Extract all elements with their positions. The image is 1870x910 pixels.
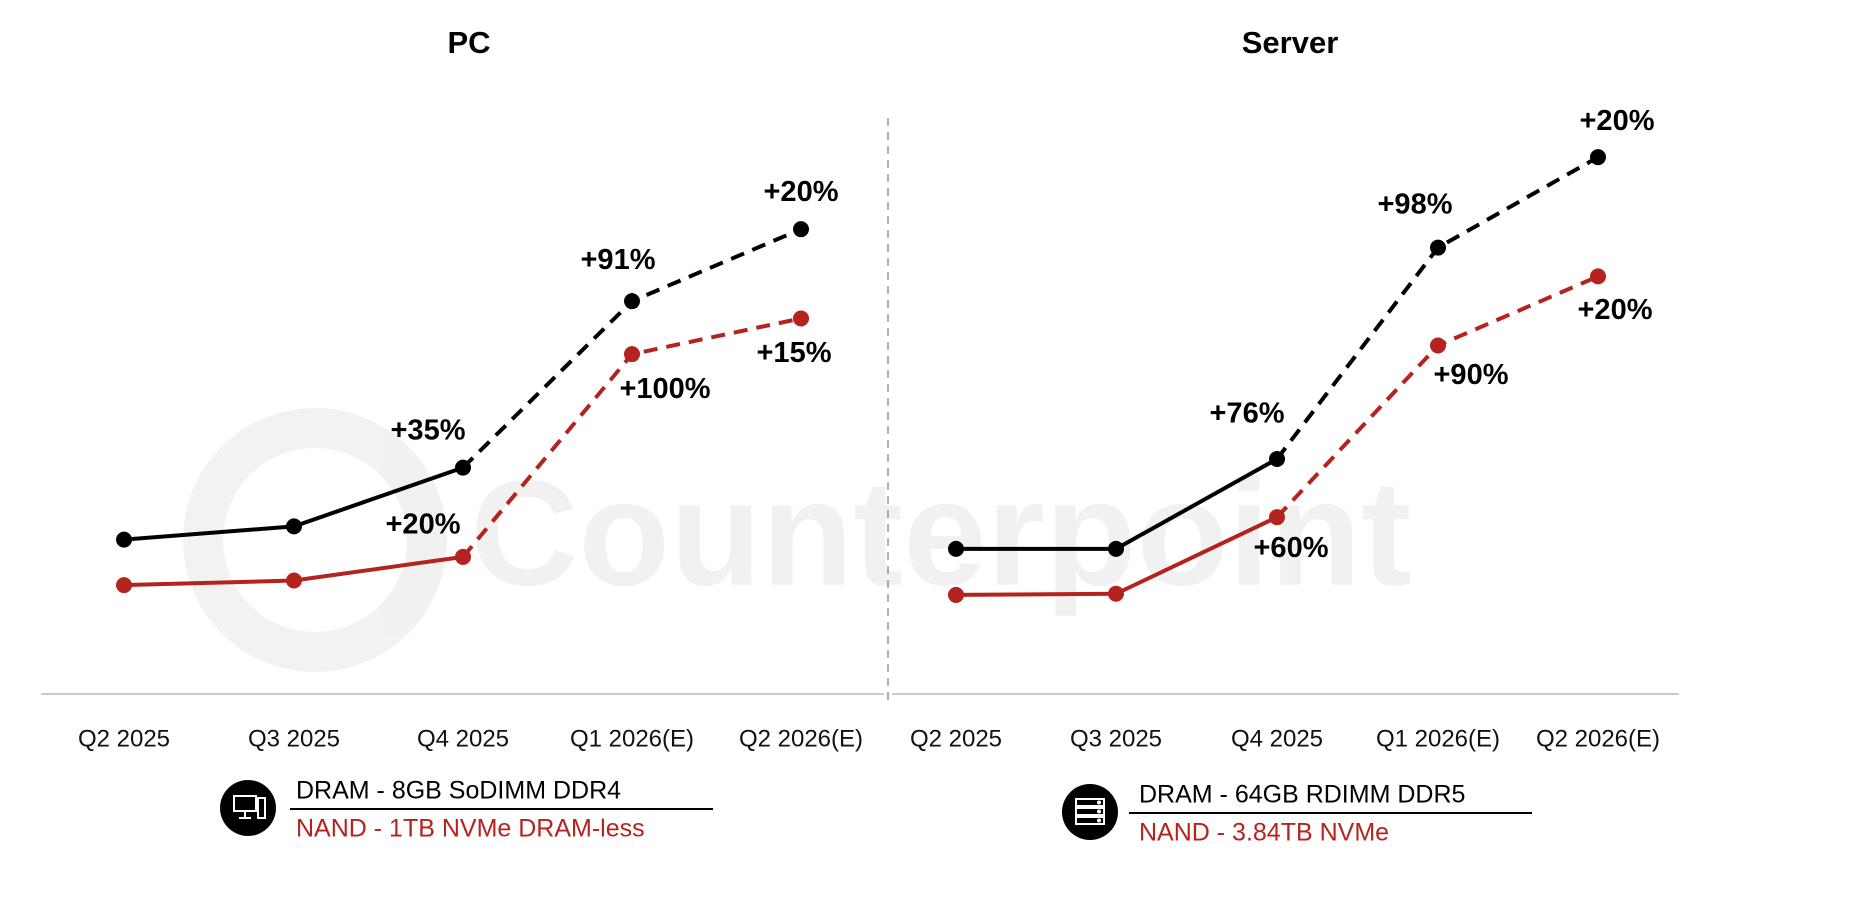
x-tick-label: Q1 2026(E) xyxy=(570,725,694,752)
legend-icon-bg xyxy=(1062,784,1118,840)
icon-server-led xyxy=(1097,809,1101,814)
data-point xyxy=(1590,149,1606,166)
data-label: +98% xyxy=(1378,188,1453,220)
x-tick-label: Q4 2025 xyxy=(1231,725,1323,752)
legend-icon xyxy=(233,795,266,819)
x-tick-label: Q2 2025 xyxy=(78,725,170,752)
x-tick-label: Q2 2026(E) xyxy=(1536,725,1660,752)
icon-server-led xyxy=(1097,818,1101,823)
data-point xyxy=(1430,239,1446,256)
data-label: +90% xyxy=(1434,359,1509,391)
x-tick-label: Q2 2026(E) xyxy=(739,725,863,752)
data-point xyxy=(286,572,302,589)
watermark-logo xyxy=(183,408,447,672)
data-point xyxy=(948,586,964,603)
data-point xyxy=(116,577,132,594)
data-point xyxy=(948,540,964,557)
data-label: +15% xyxy=(757,337,832,369)
data-label: +91% xyxy=(581,244,656,276)
x-tick-label: Q4 2025 xyxy=(417,725,509,752)
data-point xyxy=(116,531,132,548)
data-label: +20% xyxy=(386,509,461,541)
data-point xyxy=(1108,540,1124,557)
data-label: +20% xyxy=(1578,294,1653,326)
x-tick-label: Q2 2025 xyxy=(910,725,1002,752)
legend-label: NAND - 1TB NVMe DRAM-less xyxy=(296,815,645,843)
data-point xyxy=(624,293,640,310)
data-label: +76% xyxy=(1210,398,1285,430)
legend-icon xyxy=(1075,798,1105,825)
data-point xyxy=(1269,509,1285,526)
icon-tower xyxy=(257,797,266,819)
data-label: +20% xyxy=(1580,105,1655,137)
watermark-text: Counterpoint xyxy=(470,449,1411,617)
panel-title: Server xyxy=(1242,25,1339,60)
icon-server-unit xyxy=(1075,798,1105,807)
data-point xyxy=(286,518,302,535)
data-label: +100% xyxy=(619,373,710,405)
data-label: +35% xyxy=(391,414,466,446)
data-point xyxy=(793,221,809,238)
data-point xyxy=(624,346,640,363)
x-tick-label: Q3 2025 xyxy=(248,725,340,752)
legend-label: DRAM - 8GB SoDIMM DDR4 xyxy=(296,777,621,805)
data-point xyxy=(455,459,471,476)
x-tick-label: Q3 2025 xyxy=(1070,725,1162,752)
icon-server-unit xyxy=(1075,807,1105,816)
watermark: Counterpoint xyxy=(183,408,1411,672)
x-tick-label: Q1 2026(E) xyxy=(1376,725,1500,752)
data-point xyxy=(1590,268,1606,285)
data-label: +60% xyxy=(1254,532,1329,564)
data-point xyxy=(1108,585,1124,602)
data-point xyxy=(1269,450,1285,467)
data-point xyxy=(793,310,809,327)
panel-title: PC xyxy=(447,25,490,60)
data-point xyxy=(1430,337,1446,354)
icon-server-unit xyxy=(1075,816,1105,825)
data-label: +20% xyxy=(764,176,839,208)
legend-icon-bg xyxy=(220,780,276,836)
data-point xyxy=(455,548,471,565)
legend-label: NAND - 3.84TB NVMe xyxy=(1139,819,1389,847)
icon-server-led xyxy=(1097,800,1101,805)
legend-label: DRAM - 64GB RDIMM DDR5 xyxy=(1139,781,1465,809)
